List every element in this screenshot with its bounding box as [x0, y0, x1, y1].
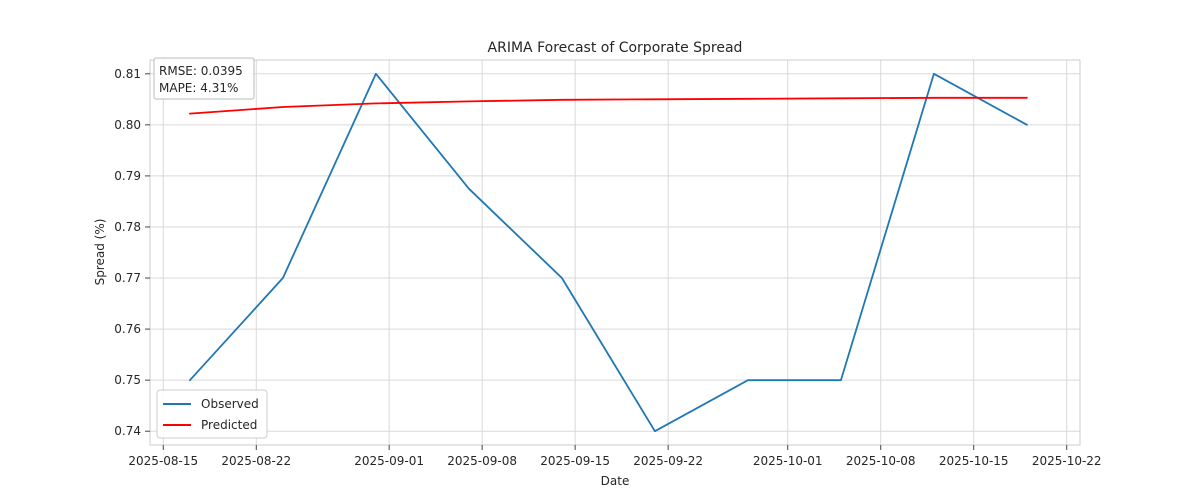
y-tick-label: 0.81 — [114, 67, 141, 81]
x-tick-label: 2025-09-08 — [447, 454, 517, 468]
x-tick-label: 2025-10-08 — [846, 454, 916, 468]
y-tick-label: 0.76 — [114, 322, 141, 336]
x-tick-label: 2025-10-01 — [753, 454, 823, 468]
series-line-predicted — [188, 96, 1028, 115]
rmse-text: RMSE: 0.0395 — [159, 64, 243, 78]
mape-text: MAPE: 4.31% — [159, 81, 238, 95]
stats-box — [153, 57, 255, 100]
y-tick-label: 0.78 — [114, 220, 141, 234]
x-tick-label: 2025-09-15 — [540, 454, 610, 468]
x-tick-label: 2025-09-01 — [354, 454, 424, 468]
x-tick-label: 2025-08-22 — [221, 454, 291, 468]
series-line-observed — [188, 72, 1028, 433]
tick-layer: 2025-08-15 2025-08-22 2025-09-01 2025-09-08… — [114, 67, 1101, 468]
y-tick-label: 0.79 — [114, 169, 141, 183]
x-tick-label: 2025-09-22 — [633, 454, 703, 468]
y-tick-label: 0.74 — [114, 424, 141, 438]
legend-label-predicted: Predicted — [201, 418, 257, 432]
y-tick-label: 0.77 — [114, 271, 141, 285]
legend: Observed Predicted — [156, 389, 268, 439]
legend-label-observed: Observed — [201, 397, 259, 411]
chart-title: ARIMA Forecast of Corporate Spread — [488, 40, 743, 56]
y-axis-label: Spread (%) — [93, 219, 107, 286]
x-tick-label: 2025-10-15 — [939, 454, 1009, 468]
x-axis-label: Date — [601, 474, 630, 488]
x-tick-label: 2025-08-15 — [128, 454, 198, 468]
stats-annotation: RMSE: 0.0395 MAPE: 4.31% — [153, 57, 255, 100]
y-tick-label: 0.80 — [114, 118, 141, 132]
series-layer — [188, 72, 1028, 433]
grid-layer — [150, 60, 1080, 445]
plot-frame — [149, 59, 1081, 446]
y-tick-label: 0.75 — [114, 373, 141, 387]
x-tick-label: 2025-10-22 — [1032, 454, 1102, 468]
